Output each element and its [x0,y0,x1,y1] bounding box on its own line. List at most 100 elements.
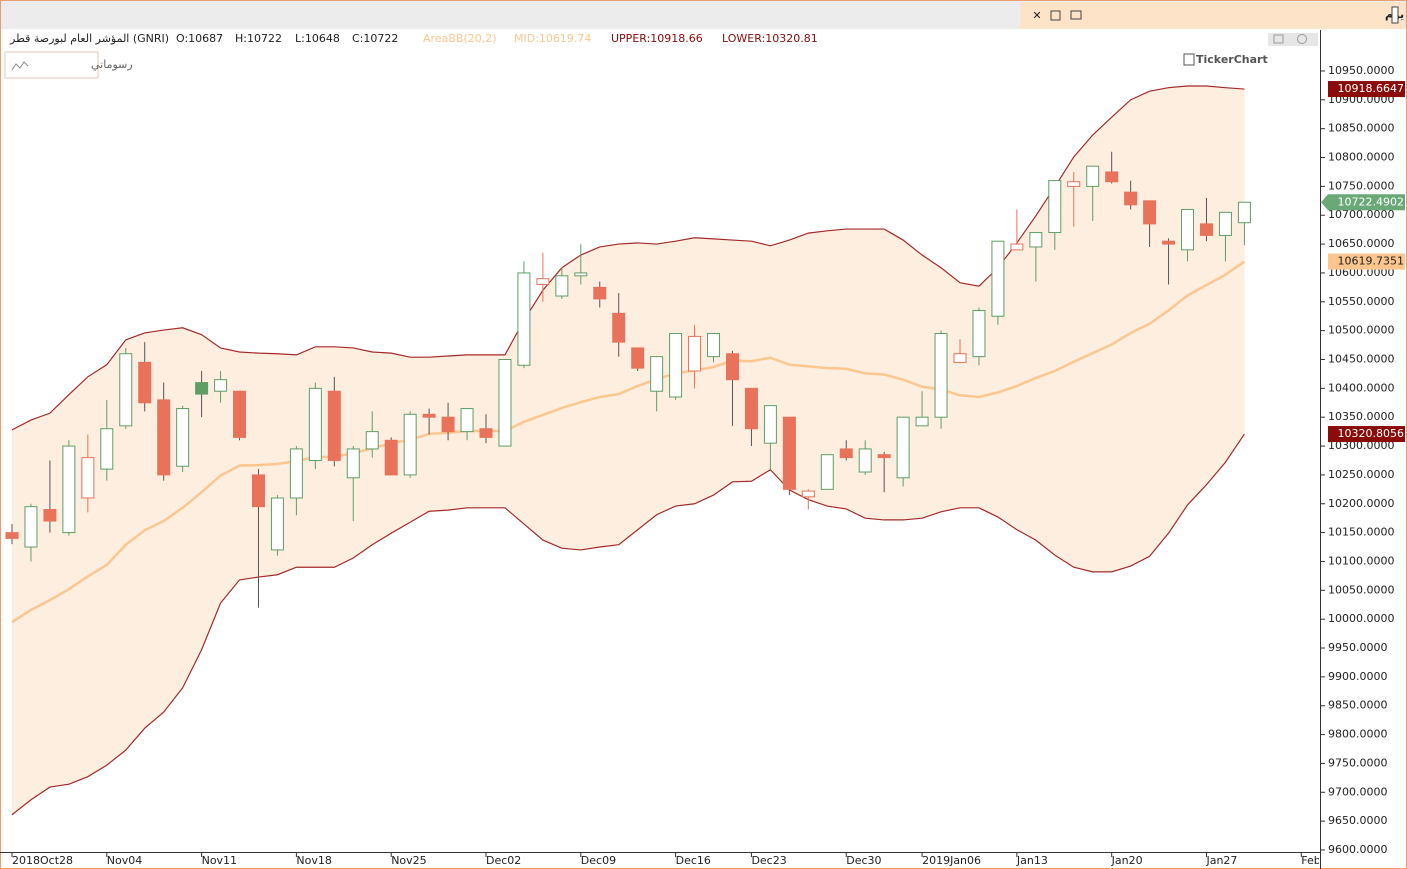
candle-body [536,278,550,285]
candle-body [365,431,379,450]
candle-body [801,490,815,498]
candle-body [327,390,341,461]
candle-body [289,448,303,499]
candle-body [346,448,360,479]
panel-settings[interactable] [1297,34,1307,44]
candle-body [119,353,133,427]
x-tick-label: Jan13 [1016,854,1048,867]
x-tick-label: Feb [1301,854,1320,867]
plot-area [5,85,1251,816]
x-tick-label: Dec30 [846,854,881,867]
y-tick-label: 10700.0000 [1328,208,1394,221]
x-tick-label: Jan20 [1111,854,1143,867]
y-tick-label: 9900.0000 [1328,670,1388,683]
candle-body [839,448,853,459]
x-tick-label: Dec16 [676,854,711,867]
y-tick-label: 10300.0000 [1328,439,1394,452]
candle-body [157,399,171,476]
candle-body [460,408,474,433]
candle-body [100,428,114,470]
mid-tag [1328,253,1405,270]
legend-lower: LOWER:10320.81 [722,32,818,45]
x-tick-label: Nov04 [107,854,142,867]
candle-body [1218,211,1232,236]
candle-body [820,454,834,490]
x-tick-label: Jan27 [1205,854,1237,867]
candle-body [574,272,588,277]
candle-body [707,333,721,358]
candle-body [24,506,38,548]
candle-body [1237,201,1251,224]
lower-band [11,433,1245,816]
detach-icon[interactable] [1070,10,1082,20]
legend-open: O:10687 [176,32,223,45]
candle-body [972,309,986,358]
close-tag-arrow [1321,194,1328,211]
y-tick-label: 10850.0000 [1328,122,1394,135]
axes: 10950.000010900.000010850.000010800.0000… [11,64,1405,857]
candle-body [517,272,531,366]
mid-tag-label: 10619.7351 [1338,255,1404,268]
y-tick-label: 9800.0000 [1328,728,1388,741]
candle-body [1048,180,1062,234]
x-tick-label: Dec23 [751,854,786,867]
legend-high: H:10722 [235,32,282,45]
candle-body [479,428,493,438]
candle-body [896,416,910,479]
candle-body [43,509,57,522]
maximize-panel[interactable] [1273,34,1284,44]
candle-body [251,474,265,508]
candle-body [612,312,626,343]
candle-body [555,275,569,297]
drawings-icon [11,61,29,71]
lower-tag [1328,426,1405,443]
candle-body [176,408,190,467]
drawings-label[interactable]: رسوماتي [91,58,133,71]
candle-body [1199,223,1213,236]
y-tick-label: 9750.0000 [1328,756,1388,769]
candle-body [934,333,948,418]
y-tick-label: 10000.0000 [1328,612,1394,625]
legend-upper: UPPER:10918.66 [611,32,703,45]
legend-mid: MID:10619.74 [514,32,591,45]
candle-body [650,356,664,392]
x-tick-label: Nov18 [296,854,331,867]
candle-body [858,448,872,473]
x-tick-label: Nov11 [202,854,237,867]
candle-body [1162,240,1176,245]
title-handle[interactable] [1391,6,1399,24]
y-tick-label: 10400.0000 [1328,381,1394,394]
title-tab [1020,2,1406,29]
drawings-button[interactable] [4,51,99,79]
mid-band [11,260,1246,624]
candle-body [669,333,683,398]
brand: TickerChart [1196,53,1268,66]
y-tick-label: 9650.0000 [1328,814,1388,827]
legend-indicator: AreaBB(20,2) [423,32,496,45]
close-tag [1328,194,1405,211]
y-tick-label: 10150.0000 [1328,526,1394,539]
y-tick-label: 10750.0000 [1328,179,1394,192]
x-tick-label: Dec09 [581,854,616,867]
y-tick-label: 10050.0000 [1328,583,1394,596]
candle-body [308,387,322,461]
x-tick-label: Nov25 [391,854,426,867]
candle-body [422,413,436,418]
y-tick-label: 10200.0000 [1328,497,1394,510]
candle-body [441,416,455,433]
candle-body [631,347,645,369]
lower-tag-label: 10320.8056 [1338,427,1404,440]
candle-body [688,335,702,372]
y-tick-label: 9600.0000 [1328,843,1388,856]
x-tick-label: Dec02 [486,854,521,867]
legend-close: C:10722 [352,32,398,45]
close-icon[interactable]: ✕ [1032,9,1041,22]
candle-body [1010,243,1024,251]
y-tick-label: 10450.0000 [1328,352,1394,365]
upper-band [11,85,1245,431]
restore-icon[interactable] [1050,10,1061,21]
legend-symbol: المؤشر العام لبورصة قطر (GNRI) [9,32,169,45]
candle-body [1067,181,1081,187]
candle-body [953,353,967,363]
